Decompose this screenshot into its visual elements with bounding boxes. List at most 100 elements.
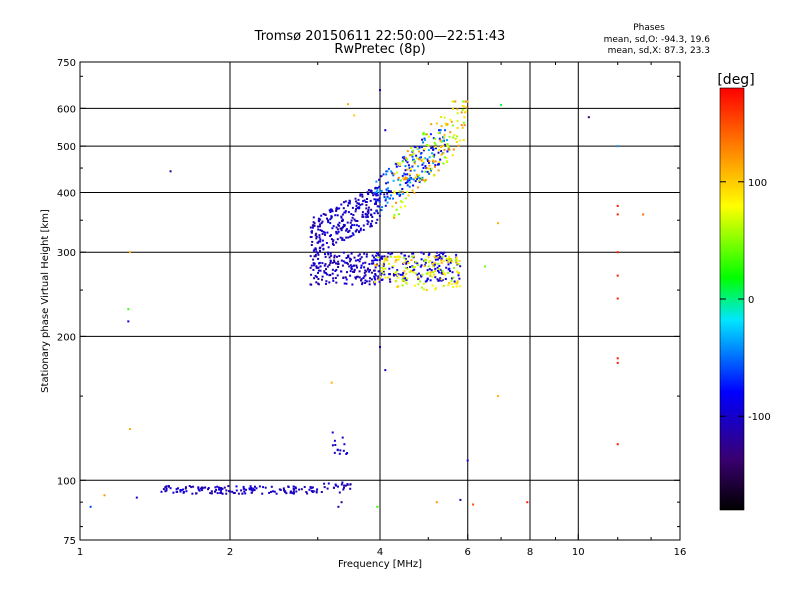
x-tick-label: 16	[674, 547, 687, 558]
data-point	[374, 201, 377, 204]
data-point	[351, 232, 354, 235]
data-point	[425, 272, 428, 275]
data-point	[402, 160, 405, 163]
data-point	[409, 154, 412, 157]
data-point	[420, 251, 423, 254]
data-point	[368, 283, 371, 286]
data-point	[347, 103, 349, 106]
data-point	[417, 175, 419, 178]
data-point	[411, 189, 414, 192]
data-point	[450, 283, 453, 286]
data-point	[415, 175, 418, 178]
data-point	[337, 266, 340, 268]
data-point	[349, 270, 352, 273]
data-point	[439, 158, 442, 161]
data-point	[450, 258, 453, 261]
data-point	[343, 282, 346, 285]
data-point	[365, 207, 368, 210]
data-point	[377, 277, 380, 280]
data-point	[434, 165, 436, 168]
data-point	[180, 489, 183, 492]
data-point	[444, 273, 447, 276]
data-point	[332, 239, 335, 242]
data-point	[464, 111, 467, 114]
data-point	[349, 274, 352, 277]
data-point	[393, 216, 396, 219]
data-point	[216, 492, 219, 495]
data-point	[408, 179, 411, 182]
data-point	[319, 250, 321, 252]
data-point	[330, 238, 333, 241]
data-point	[188, 485, 191, 487]
data-point	[443, 116, 446, 119]
data-point	[447, 268, 450, 271]
data-point	[463, 105, 466, 108]
data-point	[373, 212, 376, 215]
data-point	[361, 211, 364, 214]
data-point	[322, 230, 325, 233]
data-point	[310, 273, 313, 276]
data-point	[439, 255, 442, 258]
data-point	[418, 145, 420, 148]
data-point	[408, 271, 411, 273]
data-point	[390, 194, 393, 197]
data-point	[398, 164, 401, 167]
data-point	[456, 270, 459, 273]
data-point	[378, 190, 381, 193]
data-point	[354, 276, 357, 279]
data-point	[379, 193, 382, 195]
data-point	[317, 282, 320, 285]
data-point	[342, 207, 345, 210]
data-point	[343, 225, 346, 228]
data-point	[177, 487, 179, 490]
data-point	[587, 116, 590, 119]
data-point	[393, 191, 396, 194]
data-point	[404, 205, 407, 208]
data-point	[283, 488, 285, 491]
data-point	[406, 177, 409, 179]
data-point	[359, 258, 362, 260]
data-point	[456, 263, 459, 266]
data-point	[313, 248, 316, 251]
data-point	[335, 241, 338, 244]
data-point	[431, 262, 434, 265]
data-point	[385, 255, 388, 258]
data-point	[456, 281, 459, 284]
data-point	[438, 253, 441, 256]
data-point	[387, 190, 390, 192]
data-point	[446, 123, 449, 126]
data-point	[424, 178, 427, 181]
data-point	[407, 194, 410, 197]
data-point	[406, 161, 409, 164]
data-point	[444, 255, 447, 258]
data-point	[453, 134, 456, 137]
data-point	[209, 492, 212, 495]
data-point	[219, 487, 222, 489]
data-point	[384, 129, 387, 132]
data-point	[458, 259, 461, 262]
data-point	[439, 129, 442, 132]
data-point	[323, 264, 326, 267]
data-point	[314, 253, 317, 256]
data-point	[345, 228, 348, 231]
data-point	[347, 204, 349, 207]
data-point	[436, 256, 439, 259]
data-point	[426, 167, 429, 170]
data-point	[401, 201, 404, 204]
data-point	[291, 492, 294, 495]
data-point	[323, 482, 326, 485]
data-point	[411, 165, 414, 168]
data-point	[292, 485, 295, 488]
data-point	[422, 141, 425, 144]
data-point	[359, 193, 362, 196]
data-point	[408, 185, 411, 188]
data-point	[223, 486, 226, 489]
data-point	[413, 191, 416, 194]
data-point	[423, 148, 426, 151]
data-point	[374, 266, 377, 269]
data-point	[395, 208, 398, 211]
data-point	[374, 274, 377, 277]
data-point	[455, 253, 458, 256]
data-point	[340, 501, 343, 504]
data-point	[317, 257, 320, 260]
